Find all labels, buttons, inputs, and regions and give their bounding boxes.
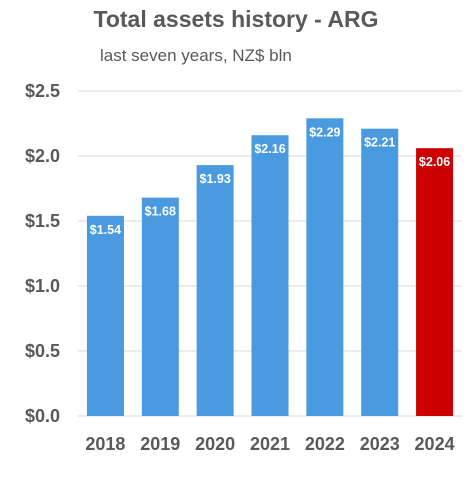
bar xyxy=(361,128,399,416)
chart-title: Total assets history - ARG xyxy=(93,6,379,32)
x-tick-label: 2023 xyxy=(360,434,400,454)
bar xyxy=(306,118,344,417)
y-tick-label: $0.0 xyxy=(25,406,60,426)
y-tick-label: $2.0 xyxy=(25,146,60,166)
y-tick-label: $1.0 xyxy=(25,276,60,296)
x-tick-label: 2022 xyxy=(305,434,345,454)
data-label: $2.06 xyxy=(419,155,450,169)
y-tick-label: $2.5 xyxy=(25,81,60,101)
bar xyxy=(416,148,454,416)
y-tick-label: $0.5 xyxy=(25,341,60,361)
data-label: $2.16 xyxy=(254,142,285,156)
bar xyxy=(141,197,179,416)
chart-subtitle: last seven years, NZ$ bln xyxy=(100,46,292,65)
bar xyxy=(251,135,289,416)
data-label: $2.29 xyxy=(309,125,340,139)
x-tick-label: 2019 xyxy=(140,434,180,454)
data-label: $1.54 xyxy=(90,223,121,237)
x-tick-label: 2024 xyxy=(415,434,455,454)
data-label: $2.21 xyxy=(364,136,395,150)
bar xyxy=(86,215,124,416)
x-tick-label: 2020 xyxy=(195,434,235,454)
data-label: $1.68 xyxy=(145,205,176,219)
x-tick-label: 2018 xyxy=(85,434,125,454)
y-tick-label: $1.5 xyxy=(25,211,60,231)
data-label: $1.93 xyxy=(200,172,231,186)
bar xyxy=(196,165,234,416)
x-tick-label: 2021 xyxy=(250,434,290,454)
